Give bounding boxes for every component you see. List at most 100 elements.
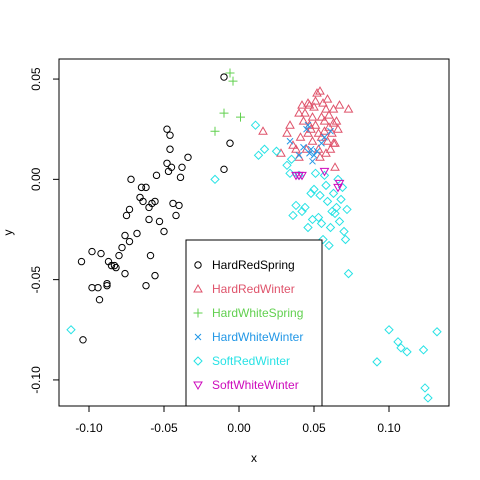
data-point-hard-red-spring <box>155 217 164 226</box>
data-point-hard-white-winter <box>313 147 321 155</box>
data-point-hard-red-winter <box>313 128 324 137</box>
data-point-soft-red-winter <box>330 208 340 219</box>
data-point-hard-red-winter <box>331 116 342 125</box>
data-point-soft-red-winter <box>396 343 406 353</box>
y-tick-label: -0.05 <box>29 266 43 294</box>
data-point-hard-red-spring <box>112 263 120 272</box>
series-hard-red-spring <box>77 73 234 344</box>
data-point-hard-red-winter <box>282 128 292 137</box>
data-point-hard-red-winter <box>322 94 333 103</box>
legend-label-hard-red-spring: HardRedSpring <box>212 258 295 272</box>
data-point-hard-red-spring <box>121 231 129 240</box>
data-point-hard-red-spring <box>220 73 228 81</box>
data-point-hard-red-spring <box>166 145 174 153</box>
x-tick-label: -0.05 <box>150 421 178 435</box>
data-point-hard-white-winter <box>327 127 334 135</box>
data-point-hard-red-spring <box>139 197 147 206</box>
data-point-hard-red-winter <box>288 140 298 149</box>
data-point-soft-red-winter <box>310 168 321 179</box>
data-point-soft-red-winter <box>418 345 429 355</box>
data-point-hard-red-spring <box>95 295 104 304</box>
data-point-soft-red-winter <box>282 160 292 171</box>
data-point-hard-red-winter <box>258 126 268 135</box>
data-point-soft-red-winter <box>339 226 349 237</box>
data-point-hard-red-winter <box>291 144 301 153</box>
series-hard-white-spring <box>210 68 245 136</box>
data-point-hard-red-winter <box>310 120 321 129</box>
legend-label-soft-white-winter: SoftWhiteWinter <box>212 378 299 392</box>
data-point-hard-red-winter <box>303 128 313 137</box>
data-point-hard-red-winter <box>297 100 307 109</box>
data-point-hard-red-spring <box>226 139 234 147</box>
data-point-hard-red-winter <box>295 132 306 141</box>
data-point-hard-red-spring <box>133 229 141 238</box>
data-point-hard-white-spring <box>228 76 238 86</box>
data-point-hard-red-spring <box>121 269 129 278</box>
data-point-hard-red-winter <box>330 162 340 171</box>
data-point-hard-red-spring <box>166 131 174 139</box>
data-point-hard-red-spring <box>103 279 111 288</box>
data-point-soft-red-winter <box>309 184 319 195</box>
data-point-hard-white-winter <box>310 151 318 159</box>
x-tick-label: 0.00 <box>227 421 251 435</box>
data-point-hard-red-spring <box>184 153 192 161</box>
data-point-hard-red-spring <box>163 159 171 168</box>
data-point-soft-red-winter <box>393 337 403 347</box>
data-point-hard-red-winter <box>328 138 339 147</box>
legend: HardRedSpring HardRedWinter HardWhiteSprin… <box>185 239 323 407</box>
data-point-soft-red-winter <box>286 154 297 164</box>
data-point-hard-red-spring <box>220 165 228 174</box>
data-points <box>66 68 442 403</box>
data-point-hard-red-spring <box>137 183 146 192</box>
data-point-soft-red-winter <box>322 196 333 207</box>
data-point-hard-red-winter <box>319 116 330 125</box>
data-point-soft-red-winter <box>318 234 328 245</box>
data-point-hard-red-winter <box>324 110 334 119</box>
data-point-soft-red-winter <box>306 188 316 199</box>
data-point-hard-red-winter <box>312 88 322 97</box>
data-point-hard-red-winter <box>307 112 318 121</box>
data-point-hard-red-spring <box>167 163 176 172</box>
data-point-soft-red-winter <box>384 325 394 335</box>
data-point-hard-red-winter <box>303 98 313 107</box>
data-point-soft-red-winter <box>210 174 220 185</box>
data-point-soft-red-winter <box>319 170 330 181</box>
data-point-hard-red-winter <box>307 136 318 145</box>
data-point-soft-red-winter <box>316 218 327 229</box>
data-point-hard-white-winter <box>307 145 315 153</box>
data-point-soft-red-winter <box>420 383 430 393</box>
data-point-hard-red-winter <box>306 124 316 133</box>
x-tick-label: -0.10 <box>75 421 103 435</box>
data-point-hard-red-winter <box>319 126 330 135</box>
data-point-hard-red-spring <box>125 237 134 246</box>
legend-marker-soft-red-winter <box>193 356 203 366</box>
y-tick-label: 0.00 <box>29 167 43 191</box>
data-point-soft-red-winter <box>250 120 261 130</box>
data-point-hard-red-spring <box>79 336 87 344</box>
data-point-soft-red-winter <box>291 200 301 211</box>
data-point-hard-red-winter <box>333 124 343 133</box>
data-point-hard-red-spring <box>118 243 126 252</box>
data-point-hard-red-winter <box>294 108 304 117</box>
data-point-soft-red-winter <box>315 190 325 201</box>
data-point-soft-red-winter <box>300 202 310 213</box>
data-point-hard-red-winter <box>316 112 327 121</box>
data-point-hard-white-winter <box>303 125 310 133</box>
data-point-hard-white-winter <box>286 137 294 145</box>
data-point-hard-red-spring <box>175 201 183 210</box>
data-point-soft-red-winter <box>328 188 339 199</box>
legend-label-hard-white-spring: HardWhiteSpring <box>212 306 303 320</box>
legend-marker-soft-white-winter <box>193 381 203 391</box>
data-point-soft-red-winter <box>325 222 336 233</box>
data-point-hard-red-spring <box>146 251 155 260</box>
data-point-hard-red-spring <box>160 227 168 236</box>
legend-marker-hard-red-spring <box>194 261 202 269</box>
data-point-hard-white-spring <box>219 108 229 118</box>
data-point-hard-red-spring <box>178 163 186 172</box>
data-point-soft-red-winter <box>303 222 313 233</box>
data-point-hard-red-winter <box>328 118 339 127</box>
data-point-hard-red-spring <box>151 271 159 280</box>
data-point-soft-red-winter <box>321 180 331 191</box>
data-point-hard-red-winter <box>343 104 354 113</box>
